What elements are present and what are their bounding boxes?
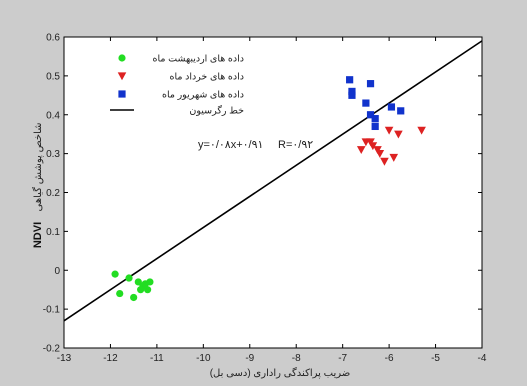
y-tick-label: 0.6 xyxy=(46,33,60,44)
y-axis-label: شاخص پوشش گیاهی xyxy=(32,123,44,212)
data-point-triangle-down xyxy=(394,130,403,139)
data-point-square xyxy=(371,122,379,131)
y-axis-ticks: -0.2 -0.1 0 0.1 0.2 0.3 0.4 0.5 0.6 xyxy=(43,33,482,355)
regression-line xyxy=(63,40,483,322)
points-layer xyxy=(111,76,426,302)
data-point-square xyxy=(397,107,405,115)
data-point-triangle-down xyxy=(389,153,399,162)
regression-equation: y=۰/۰۸x+۰/۹۱ xyxy=(198,139,263,151)
legend-marker-circle xyxy=(118,54,126,62)
legend-label: خط رگرسیون xyxy=(189,105,244,117)
legend: داده های اردیبهشت ماه داده های خرداد ماه د… xyxy=(108,45,263,117)
data-point-triangle-down xyxy=(380,157,389,166)
data-point-triangle-down xyxy=(356,146,366,155)
x-tick-label: -5 xyxy=(431,353,440,364)
data-point-square xyxy=(348,87,356,96)
x-tick-label: -6 xyxy=(385,353,394,364)
data-point-square xyxy=(371,115,379,123)
y-tick-label: 0.2 xyxy=(46,188,60,199)
x-tick-label: -10 xyxy=(196,353,211,364)
x-axis-ticks: -13 -12 -11 -10 -9 -8 -7 -6 -5 -4 xyxy=(57,37,487,364)
x-tick-label: -12 xyxy=(103,353,118,364)
x-tick-label: -11 xyxy=(150,353,164,364)
data-point-square xyxy=(348,91,356,99)
legend-marker-triangle-down xyxy=(117,72,127,81)
y-tick-label: 0.5 xyxy=(46,71,60,82)
y-tick-label: 0.3 xyxy=(46,149,60,160)
y-tick-label: -0.1 xyxy=(43,305,61,316)
legend-label: داده های شهریور ماه xyxy=(162,90,244,101)
x-tick-label: -9 xyxy=(245,353,254,364)
data-point-triangle-down xyxy=(384,126,394,135)
regression-layer xyxy=(63,40,483,322)
data-point-circle xyxy=(125,274,133,282)
legend-label: داده های اردیبهشت ماه xyxy=(153,54,244,65)
data-point-square xyxy=(346,76,354,84)
data-point-square xyxy=(366,111,375,119)
legend-label: داده های خرداد ماه xyxy=(169,72,244,83)
x-tick-label: -4 xyxy=(478,353,487,364)
y-tick-label: -0.2 xyxy=(43,344,61,355)
data-point-circle xyxy=(116,289,124,298)
data-point-triangle-down xyxy=(368,142,378,151)
x-tick-label: -7 xyxy=(338,353,347,364)
x-axis-label: ضریب پراکندگی راداری (دسی بل) xyxy=(210,367,351,379)
data-point-square xyxy=(362,99,370,107)
x-tick-label: -8 xyxy=(292,353,301,364)
data-point-circle xyxy=(130,293,138,302)
y-tick-label: 0.4 xyxy=(46,110,60,121)
data-point-square xyxy=(387,103,396,111)
x-tick-label: -13 xyxy=(57,353,72,364)
data-point-triangle-down xyxy=(417,126,426,135)
data-point-triangle-down xyxy=(375,150,385,158)
r-value: R=۰/۹۲ xyxy=(278,139,313,151)
legend-marker-square xyxy=(118,90,126,98)
data-point-square xyxy=(366,80,375,88)
data-point-circle xyxy=(144,286,152,294)
y-tick-label: 0 xyxy=(54,266,60,277)
data-point-circle xyxy=(146,278,154,286)
legend-box xyxy=(108,45,263,116)
data-point-circle xyxy=(111,270,119,278)
y-tick-label: 0.1 xyxy=(46,227,60,238)
y-axis-label-ndvi: NDVI xyxy=(32,222,44,248)
